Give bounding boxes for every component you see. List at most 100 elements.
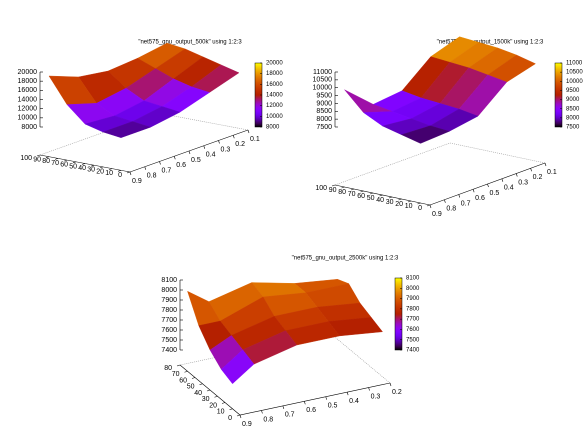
- x-tick-label: 0.9: [132, 178, 142, 185]
- axis-box-back: [39, 112, 249, 156]
- x-tick: [515, 173, 518, 177]
- x-tick-label: 0.6: [176, 162, 186, 169]
- x-tick: [389, 382, 392, 387]
- surface-patch: [102, 121, 152, 138]
- x-tick: [144, 166, 147, 170]
- y-tick: [229, 408, 233, 411]
- y-tick: [117, 170, 122, 172]
- colorbar-tick-label: 12000: [266, 103, 283, 109]
- colorbar-tick-label: 10000: [566, 79, 583, 85]
- chart-title: "net575_gnu_output_1500k" using 1:2:3: [437, 40, 544, 46]
- x-tick-label: 0.9: [242, 421, 252, 428]
- x-tick: [218, 140, 220, 144]
- x-tick-label: 0.8: [263, 416, 273, 423]
- z-tick-label: 7500: [161, 337, 177, 344]
- chart-title: "net575_gnu_output_500k" using 1:2:3: [138, 40, 242, 46]
- y-tick: [360, 190, 364, 193]
- z-tick-label: 8000: [316, 116, 332, 123]
- x-tick-label: 0.3: [518, 179, 528, 186]
- y-tick-label: 20: [209, 402, 217, 409]
- colorbar: [554, 62, 563, 128]
- colorbar-tick-label: 11000: [566, 61, 583, 67]
- colorbar-tick-label: 8000: [406, 286, 420, 292]
- colorbar-tick-label: 9000: [566, 97, 580, 103]
- y-tick-label: 20: [395, 201, 403, 208]
- x-tick-label: 0.8: [446, 206, 456, 213]
- z-tick-label: 8000: [161, 287, 177, 294]
- z-tick-label: 9000: [316, 100, 332, 107]
- colorbar-tick-label: 7700: [406, 317, 420, 323]
- x-tick-label: 0.1: [547, 169, 557, 176]
- z-tick-label: 10500: [313, 77, 333, 84]
- x-tick: [346, 392, 349, 396]
- colorbar-tick-label: 8000: [566, 115, 580, 121]
- z-tick-label: 12000: [18, 106, 38, 113]
- y-tick: [331, 184, 336, 187]
- y-tick: [417, 202, 421, 205]
- colorbar-tick-label: 7500: [406, 337, 420, 343]
- z-tick-label: 9500: [316, 92, 332, 99]
- colorbar: [394, 277, 403, 351]
- z-tick-label: 8100: [161, 277, 177, 284]
- z-tick-label: 8500: [316, 108, 332, 115]
- x-tick-label: 0.7: [285, 412, 295, 419]
- z-tick-label: 16000: [18, 87, 38, 94]
- x-tick: [232, 135, 235, 139]
- x-tick: [129, 171, 132, 176]
- colorbar-tick-label: 20000: [266, 61, 283, 67]
- y-tick-label: 60: [179, 377, 187, 384]
- x-tick-label: 0.5: [490, 190, 500, 197]
- x-tick: [429, 204, 432, 209]
- y-tick: [176, 364, 181, 367]
- y-tick-label: 90: [329, 187, 337, 194]
- y-tick-label: 0: [418, 205, 422, 212]
- z-tick-label: 7400: [161, 347, 177, 354]
- x-tick-label: 0.2: [533, 174, 543, 181]
- y-tick-label: 90: [33, 157, 41, 164]
- x-tick: [444, 199, 446, 203]
- y-tick: [214, 395, 218, 398]
- y-tick-label: 70: [51, 160, 59, 167]
- x-tick-label: 0.6: [475, 195, 485, 202]
- x-tick: [501, 178, 504, 182]
- colorbar-tick-label: 7600: [406, 327, 420, 333]
- x-tick-label: 0.5: [191, 157, 201, 164]
- x-tick-label: 0.2: [392, 389, 402, 396]
- x-tick: [544, 162, 547, 167]
- y-tick-label: 100: [20, 155, 32, 162]
- y-tick: [236, 414, 241, 417]
- x-tick: [247, 129, 250, 134]
- y-tick: [63, 159, 68, 162]
- y-tick-label: 10: [105, 170, 113, 177]
- z-tick-label: 7900: [161, 297, 177, 304]
- z-tick-label: 11000: [313, 69, 332, 76]
- y-tick: [45, 156, 50, 158]
- y-tick: [341, 186, 345, 189]
- x-tick-label: 0.2: [235, 141, 245, 148]
- y-tick: [90, 164, 95, 167]
- y-tick-label: 60: [357, 193, 365, 200]
- y-tick: [379, 194, 383, 197]
- y-tick-label: 0: [118, 172, 122, 179]
- surface-patch: [220, 349, 255, 385]
- x-tick: [159, 161, 161, 165]
- x-tick-label: 0.4: [504, 185, 514, 192]
- z-tick-label: 10000: [18, 115, 38, 122]
- y-tick-label: 40: [376, 197, 384, 204]
- colorbar-tick-label: 10500: [566, 70, 583, 76]
- x-tick-label: 0.5: [328, 403, 338, 410]
- y-tick-label: 0: [228, 415, 232, 422]
- y-tick-label: 10: [405, 203, 413, 210]
- chart-title: "net575_gnu_output_2500k" using 1:2:3: [292, 256, 399, 262]
- z-tick-label: 7600: [161, 327, 177, 334]
- x-tick-label: 0.3: [221, 146, 231, 153]
- z-tick-label: 7800: [161, 307, 177, 314]
- z-tick-label: 7700: [161, 317, 177, 324]
- y-tick: [81, 163, 86, 165]
- x-tick: [368, 387, 370, 391]
- x-tick: [188, 150, 191, 155]
- y-tick: [99, 166, 104, 169]
- x-tick-label: 0.1: [250, 136, 260, 143]
- y-tick-label: 20: [96, 168, 104, 175]
- y-tick-label: 70: [172, 371, 180, 378]
